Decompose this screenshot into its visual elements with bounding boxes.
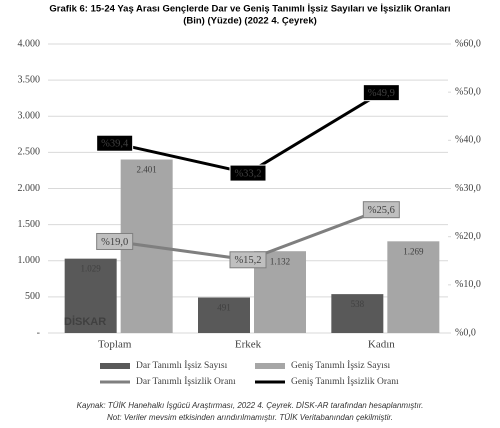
source-note: Kaynak: TÜİK Hanehalkı İşgücü Araştırmas… <box>77 401 424 410</box>
y2-tick-label: %30,0 <box>455 183 481 194</box>
source-note: Not: Veriler mevsim etkisinden arındırıl… <box>107 413 393 422</box>
data-label: %39,4 <box>101 139 129 150</box>
legend-swatch <box>100 363 130 369</box>
data-label: %25,6 <box>368 205 395 216</box>
bar-value-label: 538 <box>351 299 365 309</box>
data-label: %49,9 <box>368 88 395 99</box>
bar-value-label: 1.132 <box>270 256 290 266</box>
y-tick-label: 1.500 <box>18 219 41 230</box>
y2-tick-label: %10,0 <box>455 279 481 290</box>
x-tick-label: Erkek <box>235 339 262 351</box>
y-tick-label: 2.500 <box>18 147 41 158</box>
x-tick-label: Kadın <box>368 339 395 351</box>
data-label: %33,2 <box>234 168 261 179</box>
data-label: %15,2 <box>234 255 261 266</box>
bar <box>387 241 440 333</box>
y2-tick-label: %0,0 <box>455 327 476 338</box>
y2-tick-label: %20,0 <box>455 231 481 242</box>
bar-value-label: 2.401 <box>137 165 157 175</box>
y2-tick-label: %60,0 <box>455 38 481 49</box>
data-label-box <box>229 164 267 182</box>
y-tick-label: 500 <box>25 291 40 302</box>
y-tick-label: 4.000 <box>18 38 41 49</box>
bar <box>198 297 250 333</box>
data-label-box <box>362 84 400 102</box>
bar-value-label: 491 <box>217 303 231 313</box>
y-tick-label: 3.500 <box>18 74 41 85</box>
bar <box>331 294 384 333</box>
chart-title: Grafik 6: 15-24 Yaş Arası Gençlerde Dar … <box>49 4 450 15</box>
bar-value-label: 1.029 <box>81 264 102 274</box>
y-tick-label: 1.000 <box>18 255 41 266</box>
bar <box>64 258 117 333</box>
y2-tick-label: %50,0 <box>455 86 481 97</box>
x-tick-label: Toplam <box>98 339 132 351</box>
data-label-box <box>96 134 134 152</box>
legend-swatch <box>255 363 285 369</box>
legend-label: Dar Tanımlı İşsizlik Oranı <box>136 375 236 387</box>
data-label-box <box>362 201 400 219</box>
y-tick-label: 2.000 <box>18 183 41 194</box>
data-label-box <box>229 251 267 269</box>
legend-label: Geniş Tanımlı İşsiz Sayısı <box>291 359 391 371</box>
data-label-box <box>96 232 134 250</box>
y2-tick-label: %40,0 <box>455 135 481 146</box>
watermark: DİSKAR <box>64 315 106 328</box>
data-label: %19,0 <box>101 237 128 248</box>
y-tick-label: - <box>37 327 40 338</box>
bar-value-label: 1.269 <box>403 246 424 256</box>
y-tick-label: 3.000 <box>18 111 41 122</box>
legend-label: Dar Tanımlı İşsiz Sayısı <box>136 359 228 371</box>
legend-label: Geniş Tanımlı İşsizlik Oranı <box>291 375 399 387</box>
chart-subtitle: (Bin) (Yüzde) (2022 4. Çeyrek) <box>183 16 317 27</box>
